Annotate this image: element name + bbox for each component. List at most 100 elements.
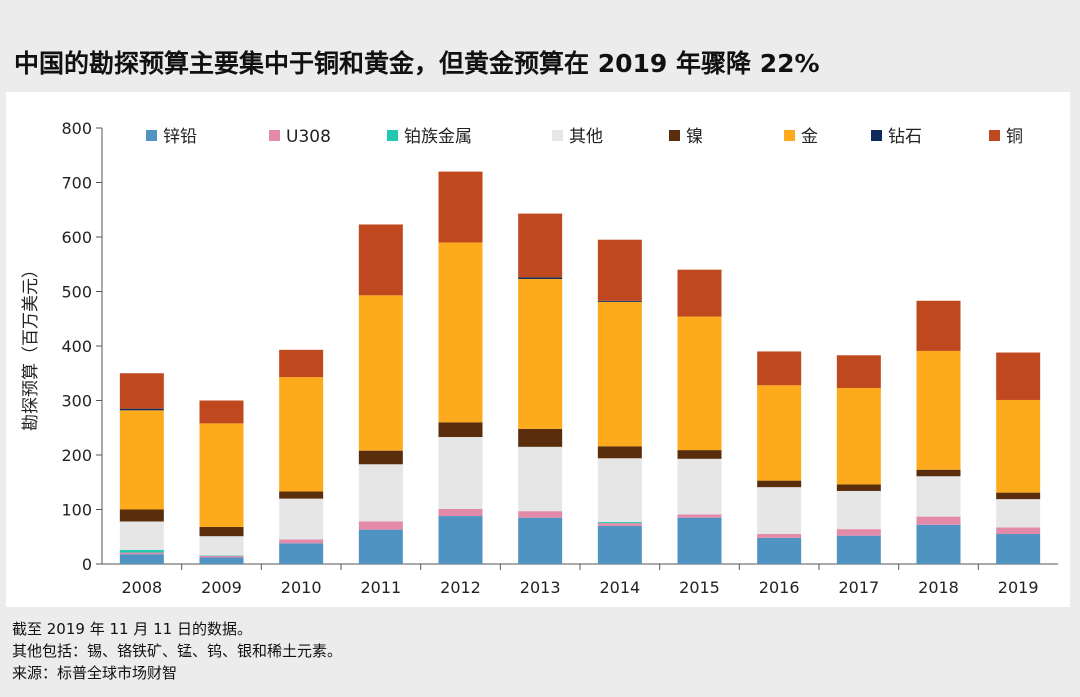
bar-segment (836, 535, 881, 564)
bar-segment (677, 517, 722, 564)
y-tick-label: 300 (61, 392, 92, 411)
bar-segment (358, 521, 403, 530)
stacked-bar-chart: 0 100 200 300 400 500 600 700 800 勘探预算（百万美元） 2008 2… (21, 119, 1058, 597)
bar-segment (438, 508, 483, 517)
bar-segment (757, 537, 802, 564)
bar-segment (996, 352, 1041, 400)
bar-segment (358, 295, 403, 451)
bar-segment (916, 516, 961, 525)
bar-segment (119, 408, 164, 411)
bar-segment (677, 269, 722, 317)
bar-segment (597, 523, 642, 526)
y-tick-label: 100 (61, 501, 92, 520)
legend-label: U308 (286, 127, 331, 147)
bar-segment (279, 377, 324, 492)
bar-segment (438, 516, 483, 564)
x-tick-label: 2009 (201, 578, 242, 597)
bar-segment (438, 242, 483, 423)
bar-segment (518, 213, 563, 278)
y-tick-label: 500 (61, 283, 92, 302)
bar-segment (518, 278, 563, 429)
legend-label: 钻石 (888, 127, 922, 147)
x-tick-label: 2017 (838, 578, 879, 597)
legend-label: 其他 (569, 127, 603, 147)
bar-segment (279, 543, 324, 564)
x-tick-label: 2010 (281, 578, 322, 597)
bar-segment (438, 437, 483, 509)
bar-segment (916, 524, 961, 564)
footnote-date: 截至 2019 年 11 月 11 日的数据。 (12, 620, 252, 638)
bar-segment (916, 469, 961, 477)
bar-segment (279, 349, 324, 378)
bar-segment (199, 400, 244, 424)
bar-segment (677, 458, 722, 515)
bar-segment (358, 450, 403, 465)
legend-label: 铜 (1006, 127, 1023, 147)
bar-segment (677, 514, 722, 518)
legend-swatch (552, 130, 563, 141)
bar-segment (597, 239, 642, 301)
bar-segment (597, 525, 642, 564)
bar-segment (597, 522, 642, 524)
x-tick-label: 2015 (679, 578, 720, 597)
bar-segment (199, 526, 244, 537)
bar-segment (358, 529, 403, 564)
bar-segment (119, 521, 164, 550)
y-tick-label: 0 (82, 555, 92, 574)
x-tick-label: 2008 (121, 578, 162, 597)
bar-segment (996, 534, 1041, 564)
x-tick-label: 2013 (520, 578, 561, 597)
bar-segment (916, 300, 961, 351)
bar-segment (677, 316, 722, 451)
x-tick-label: 2012 (440, 578, 481, 597)
footnote-source: 来源：标普全球市场财智 (12, 664, 178, 682)
bar-segment (199, 555, 244, 558)
y-tick-label: 200 (61, 446, 92, 465)
bar-segment (518, 446, 563, 512)
bar-segment (358, 224, 403, 296)
bar-segment (199, 555, 244, 556)
bar-segment (119, 410, 164, 510)
bar-segment (119, 552, 164, 555)
legend-swatch (269, 130, 280, 141)
bar-segment (597, 458, 642, 523)
bar-segment (836, 529, 881, 536)
y-axis-label: 勘探预算（百万美元） (21, 261, 41, 431)
bar-segment (996, 492, 1041, 500)
legend-label: 镍 (686, 127, 703, 147)
x-tick-label: 2019 (998, 578, 1039, 597)
footnote-other: 其他包括：锡、铬铁矿、锰、钨、银和稀土元素。 (12, 642, 343, 660)
bar-segment (597, 446, 642, 459)
legend-swatch (784, 130, 795, 141)
bar-segment (836, 484, 881, 491)
bar-segment (916, 476, 961, 517)
bar-segment (836, 490, 881, 530)
legend-label: 铂族金属 (404, 127, 472, 147)
legend-swatch (871, 130, 882, 141)
bar-segment (119, 509, 164, 522)
bar-segment (677, 450, 722, 459)
footnotes: 截至 2019 年 11 月 11 日的数据。 其他包括：锡、铬铁矿、锰、钨、银… (12, 618, 342, 684)
bar-segment (279, 539, 324, 544)
bar-segment (757, 534, 802, 538)
x-tick-label: 2016 (759, 578, 800, 597)
bar-segment (518, 517, 563, 564)
bar-segment (438, 171, 483, 243)
y-tick-label: 700 (61, 174, 92, 193)
bar-segment (597, 301, 642, 447)
x-tick-label: 2011 (360, 578, 401, 597)
legend-label: 金 (801, 127, 818, 147)
legend-swatch (669, 130, 680, 141)
bar-segment (518, 428, 563, 447)
bar-segment (757, 385, 802, 481)
bar-segment (916, 350, 961, 470)
legend-swatch (989, 130, 1000, 141)
legend-label: 锌铅 (163, 127, 197, 147)
bar-segment (199, 557, 244, 564)
bar-segment (199, 536, 244, 556)
bar-segment (757, 480, 802, 488)
bar-segment (199, 423, 244, 527)
legend-swatch (146, 130, 157, 141)
bar-segment (836, 387, 881, 485)
y-tick-label: 400 (61, 337, 92, 356)
